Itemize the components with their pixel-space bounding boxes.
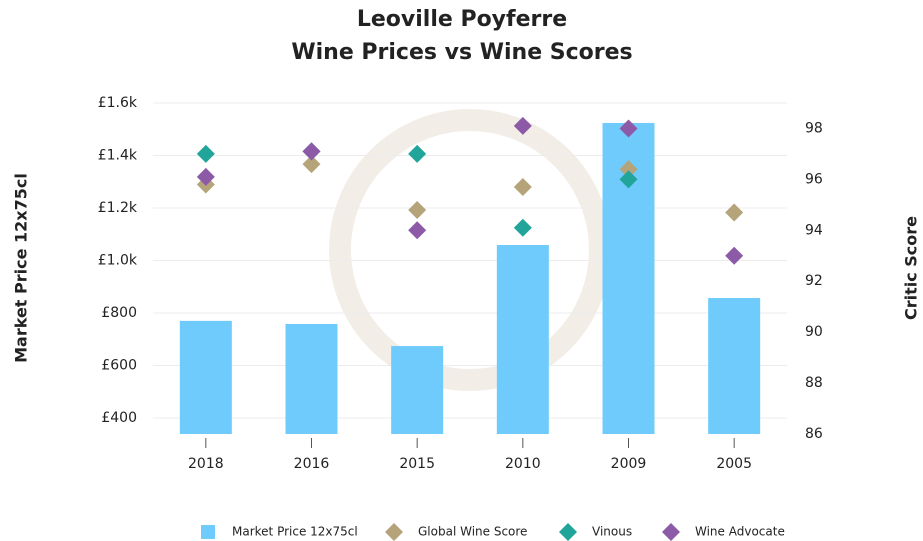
legend-swatch — [559, 523, 577, 541]
diamond-marker — [513, 218, 532, 237]
y2-axis-label: Critic Score — [902, 216, 921, 320]
diamond-marker — [302, 142, 321, 161]
y-axis-label: Market Price 12x75cl — [12, 173, 31, 363]
diamond-marker — [513, 116, 532, 135]
diamond-marker — [196, 144, 215, 163]
legend-label: Wine Advocate — [695, 525, 785, 539]
y2-tick-label: 88 — [805, 375, 823, 391]
bar — [496, 245, 549, 434]
bar — [708, 298, 761, 434]
chart-title: Leoville Poyferre — [357, 7, 567, 32]
x-tick-label: 2010 — [505, 456, 541, 472]
x-tick-label: 2016 — [294, 456, 330, 472]
y-tick-label: £800 — [101, 305, 137, 321]
y2-tick-label: 86 — [805, 426, 823, 442]
legend-swatch — [201, 525, 215, 539]
x-tick-label: 2005 — [716, 456, 752, 472]
diamond-marker — [619, 160, 638, 179]
diamond-marker — [408, 221, 427, 240]
diamond-marker — [408, 200, 427, 219]
diamond-marker — [619, 170, 638, 189]
legend-swatch — [662, 523, 680, 541]
diamond-marker — [725, 203, 744, 222]
y-tick-label: £400 — [101, 410, 137, 426]
diamond-marker — [408, 144, 427, 163]
legend-label: Market Price 12x75cl — [232, 525, 358, 539]
x-tick-label: 2018 — [188, 456, 224, 472]
bar — [285, 324, 338, 434]
diamond-marker — [302, 155, 321, 174]
legend-label: Global Wine Score — [418, 525, 527, 539]
diamond-marker — [619, 119, 638, 138]
chart-subtitle: Wine Prices vs Wine Scores — [291, 40, 632, 65]
y-tick-label: £600 — [101, 357, 137, 373]
legend-swatch — [385, 523, 403, 541]
y2-tick-label: 96 — [805, 171, 823, 187]
y-tick-label: £1.2k — [98, 200, 138, 216]
y2-tick-label: 90 — [805, 324, 823, 340]
diamond-marker — [725, 246, 744, 265]
legend-label: Vinous — [592, 525, 632, 539]
y2-tick-label: 92 — [805, 273, 823, 289]
x-tick-label: 2015 — [399, 456, 435, 472]
y-tick-label: £1.6k — [98, 95, 138, 111]
diamond-marker — [196, 167, 215, 186]
x-tick-label: 2009 — [611, 456, 647, 472]
diamond-marker — [513, 178, 532, 197]
y-tick-label: £1.0k — [98, 252, 138, 268]
y-tick-label: £1.4k — [98, 147, 138, 163]
y2-tick-label: 94 — [805, 222, 823, 238]
y2-tick-label: 98 — [805, 120, 823, 136]
bar — [179, 320, 232, 434]
watermark — [329, 109, 611, 391]
bar — [391, 346, 444, 434]
